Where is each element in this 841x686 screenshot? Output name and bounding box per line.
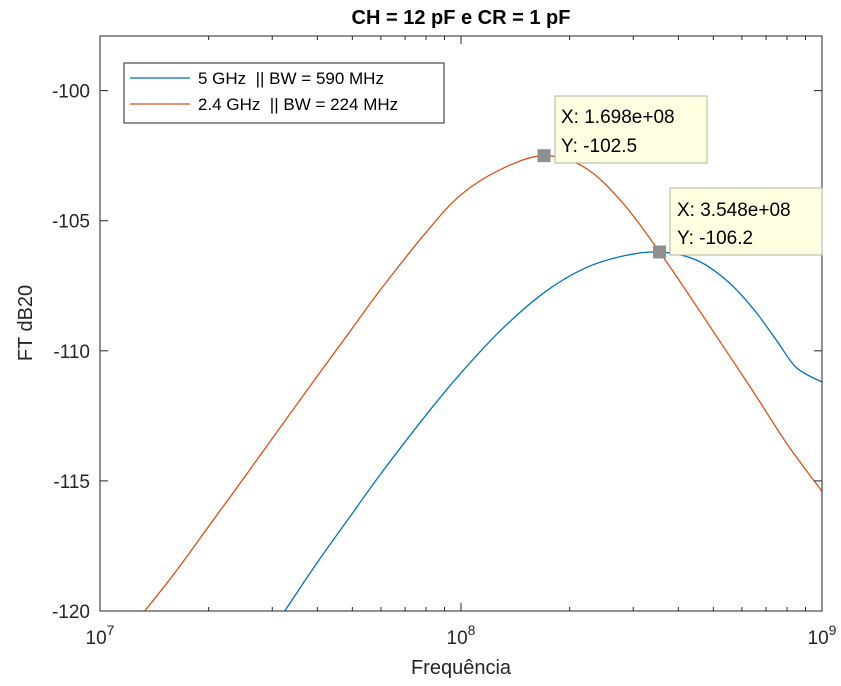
series-line-1: [144, 155, 823, 612]
x-tick-label-0: 107: [86, 622, 115, 649]
x-tick-label-1: 108: [447, 622, 476, 649]
y-tick-label-4: -120: [52, 602, 90, 623]
datatip-box-0: [554, 95, 708, 164]
y-tick-label-0: -100: [52, 82, 90, 103]
datatip-x-1: X: 3.548e+08: [677, 200, 791, 221]
datatip-y-0: Y: -102.5: [561, 136, 637, 157]
chart-title: CH = 12 pF e CR = 1 pF: [352, 7, 571, 29]
datatip-marker-0: [537, 149, 551, 163]
series-line-0: [284, 251, 823, 612]
datatip-x-0: X: 1.698e+08: [561, 107, 675, 128]
legend-label-1: 2.4 GHz || BW = 224 MHz: [198, 95, 398, 114]
datatip-box-1: [669, 187, 823, 256]
y-axis-label: FT dB20: [15, 285, 37, 361]
datatip-marker-1: [653, 245, 667, 259]
y-tick-label-2: -110: [53, 342, 90, 363]
legend-box: [123, 62, 445, 124]
datatip-y-1: Y: -106.2: [677, 228, 753, 249]
x-axis-label: Frequência: [411, 657, 512, 679]
datatip-marker-layer: [537, 149, 667, 259]
y-tick-label-3: -115: [53, 472, 90, 493]
y-tick-label-1: -105: [52, 212, 90, 233]
legend: 5 GHz || BW = 590 MHz 2.4 GHz || BW = 22…: [123, 62, 445, 124]
datatip-1: X: 3.548e+08 Y: -106.2: [669, 187, 823, 256]
series-layer: [144, 155, 823, 612]
y-axis-ticks: -100 -105 -110 -115 -120: [52, 82, 822, 623]
legend-label-0: 5 GHz || BW = 590 MHz: [198, 69, 384, 88]
datatip-0: X: 1.698e+08 Y: -102.5: [554, 95, 708, 164]
x-axis-ticks: 107 108 109: [86, 36, 837, 649]
x-tick-label-2: 109: [808, 622, 837, 649]
